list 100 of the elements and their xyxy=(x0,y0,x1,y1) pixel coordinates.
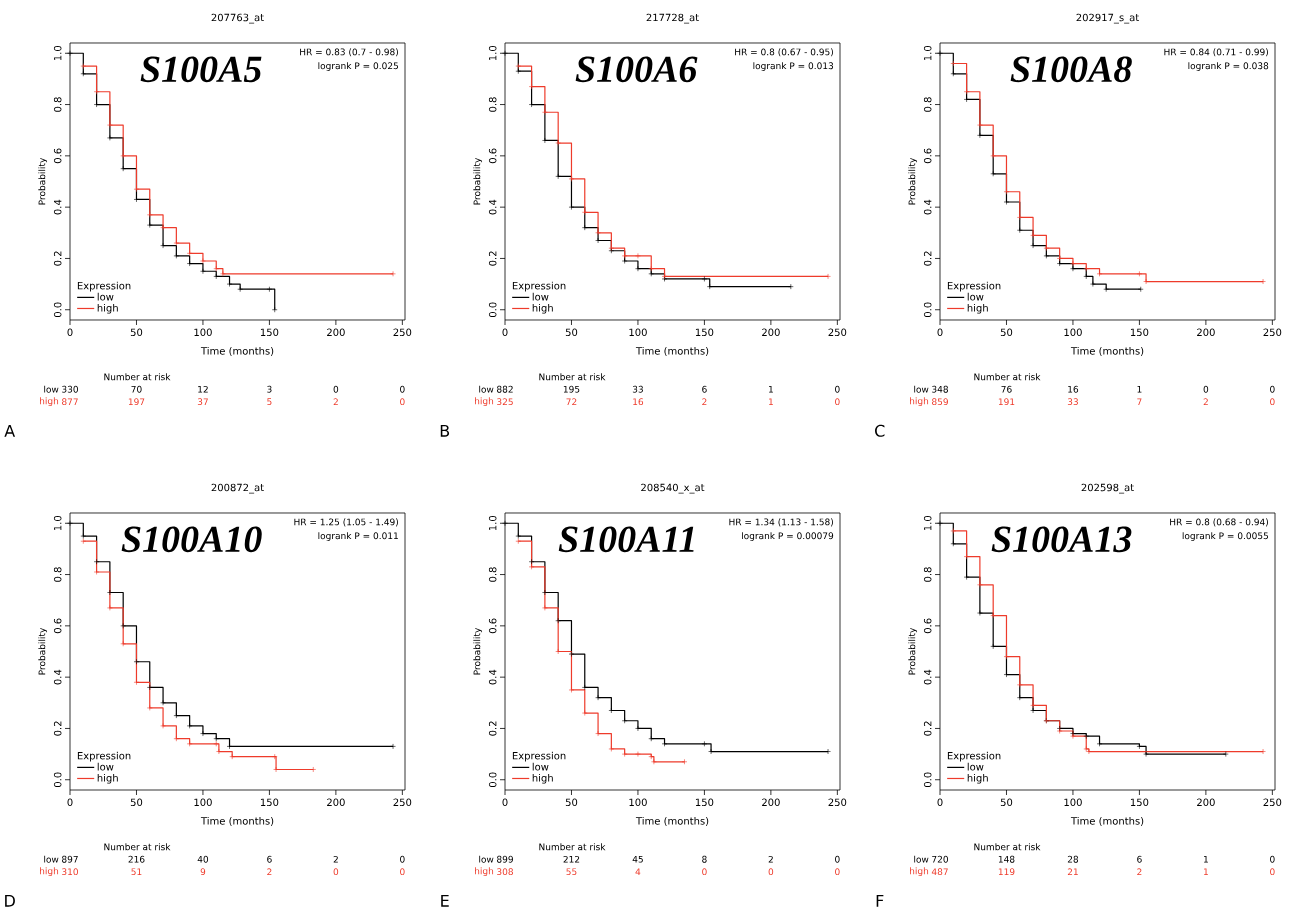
x-tick-label: 100 xyxy=(629,328,647,337)
y-tick-label: 1.0 xyxy=(923,515,932,531)
x-tick-label: 250 xyxy=(1263,798,1282,807)
point xyxy=(107,605,113,611)
point xyxy=(213,265,220,272)
x-tick-label: 50 xyxy=(565,328,578,337)
x-tick-label: 250 xyxy=(828,328,847,337)
text: 28 xyxy=(1067,855,1079,863)
x-tick-label: 50 xyxy=(1000,328,1013,337)
x-tick-label: 200 xyxy=(762,328,780,337)
y-tick-label: 0.4 xyxy=(923,669,932,685)
text: 212 xyxy=(563,855,580,863)
y-tick-label: 0.4 xyxy=(53,669,62,685)
annotation: S100A13 xyxy=(991,526,1132,553)
point xyxy=(515,68,522,75)
x-axis-title: Time (months) xyxy=(1070,346,1144,356)
x-tick-label: 100 xyxy=(1064,798,1082,807)
point xyxy=(93,558,100,565)
text: 859 xyxy=(932,398,948,406)
text: 191 xyxy=(998,398,1015,406)
y-axis-title: Probability xyxy=(908,627,918,675)
legend-title: Expression xyxy=(512,751,566,762)
text: F xyxy=(876,894,884,907)
point xyxy=(990,171,996,177)
x-tick-label: 250 xyxy=(393,328,412,337)
point xyxy=(146,684,153,691)
point xyxy=(186,250,193,257)
text: 0 xyxy=(333,868,339,876)
point xyxy=(173,253,180,259)
point xyxy=(271,753,278,760)
text: 21 xyxy=(1067,868,1078,876)
point xyxy=(648,265,655,272)
text: 148 xyxy=(998,855,1015,863)
point xyxy=(581,209,588,216)
text: 37 xyxy=(197,398,208,406)
chart-title: 200872_at xyxy=(211,483,264,494)
point xyxy=(1056,255,1063,262)
text: high xyxy=(40,397,59,407)
text: Number at risk xyxy=(974,843,1041,851)
y-axis-title: Probability xyxy=(38,157,48,205)
y-tick-label: 0.0 xyxy=(488,772,497,788)
annotation: logrank P = 0.00079 xyxy=(742,532,834,541)
y-tick-label: 0.4 xyxy=(488,199,497,215)
point xyxy=(93,88,100,95)
legend-label: high xyxy=(97,773,118,784)
x-tick-label: 200 xyxy=(762,798,780,807)
y-tick-label: 0.6 xyxy=(488,148,497,164)
text: 16 xyxy=(1068,385,1079,393)
x-tick-label: 100 xyxy=(1064,328,1082,337)
point xyxy=(120,623,126,629)
point xyxy=(635,725,641,732)
x-tick-label: 50 xyxy=(130,798,143,807)
text: 51 xyxy=(131,868,142,876)
x-tick-label: 50 xyxy=(565,798,578,807)
text: low xyxy=(479,385,494,393)
annotation: HR = 1.25 (1.05 - 1.49) xyxy=(294,518,398,527)
y-tick-label: 0.4 xyxy=(923,199,932,215)
text: 40 xyxy=(197,855,209,863)
point xyxy=(1083,733,1090,739)
text: 0 xyxy=(1270,385,1275,393)
text: 33 xyxy=(1067,398,1078,406)
text: 310 xyxy=(62,868,78,876)
x-tick-label: 0 xyxy=(67,328,73,337)
text: 12 xyxy=(198,385,208,393)
text: 720 xyxy=(932,855,948,863)
point xyxy=(1143,751,1149,757)
y-tick-label: 0.2 xyxy=(488,721,497,736)
text: 877 xyxy=(62,398,78,406)
point xyxy=(651,758,657,765)
x-tick-label: 0 xyxy=(937,328,943,337)
annotation: HR = 0.83 (0.7 - 0.98) xyxy=(300,48,398,57)
point xyxy=(1070,260,1076,267)
x-tick-label: 200 xyxy=(1197,798,1215,807)
x-tick-label: 150 xyxy=(695,798,714,807)
point xyxy=(555,617,561,624)
y-tick-label: 0.6 xyxy=(923,618,932,634)
legend-title: Expression xyxy=(947,751,1001,762)
text: low xyxy=(914,385,929,393)
point xyxy=(80,70,87,77)
y-tick-label: 0.4 xyxy=(488,669,497,685)
chart-title: 202917_s_at xyxy=(1076,13,1139,24)
point xyxy=(963,88,970,95)
point xyxy=(542,109,548,116)
legend-label: low xyxy=(532,292,549,301)
point xyxy=(186,723,193,729)
point xyxy=(635,253,641,259)
point xyxy=(186,260,193,267)
point xyxy=(1103,286,1109,293)
annotation: S100A10 xyxy=(121,526,262,553)
x-tick-label: 150 xyxy=(695,328,714,337)
point xyxy=(93,569,100,575)
x-tick-label: 50 xyxy=(130,328,143,337)
point xyxy=(1083,273,1090,280)
point xyxy=(173,240,180,246)
y-tick-label: 0.0 xyxy=(923,302,932,318)
point xyxy=(701,276,708,282)
point xyxy=(621,258,628,264)
x-tick-label: 100 xyxy=(194,798,212,807)
text: 0 xyxy=(835,398,840,406)
annotation: HR = 0.84 (0.71 - 0.99) xyxy=(1164,48,1269,57)
